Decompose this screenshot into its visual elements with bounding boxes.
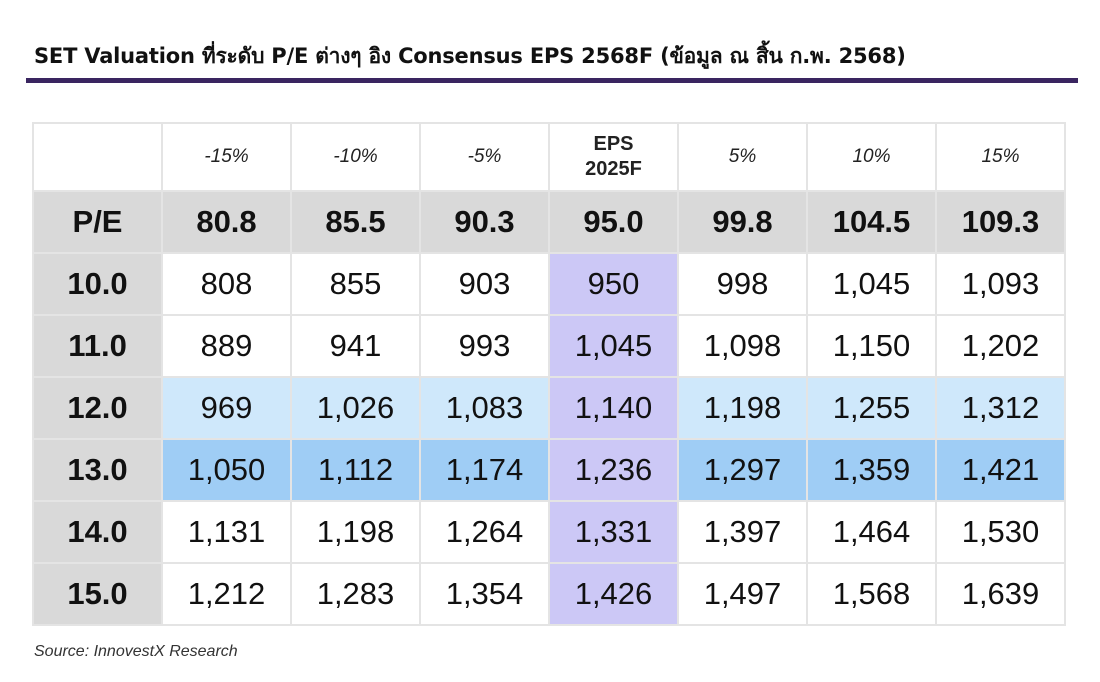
index-value-cell: 1,397 [677, 500, 808, 564]
index-value-cell: 1,639 [935, 562, 1066, 626]
eps-value-cell: 85.5 [290, 190, 421, 254]
index-value-cell: 1,354 [419, 562, 550, 626]
table-row-highlight-mid: 13.0 1,050 1,112 1,174 1,236 1,297 1,359… [32, 438, 1066, 502]
row-label: 11.0 [32, 314, 163, 378]
eps-value-cell: 80.8 [161, 190, 292, 254]
index-value-cell: 1,497 [677, 562, 808, 626]
index-value-cell: 1,131 [161, 500, 292, 564]
table-row: 14.0 1,131 1,198 1,264 1,331 1,397 1,464… [32, 500, 1066, 564]
index-value-cell: 1,236 [548, 438, 679, 502]
header-cell-minus-15: -15% [161, 122, 292, 192]
table-row: 11.0 889 941 993 1,045 1,098 1,150 1,202 [32, 314, 1066, 378]
table-header-row: -15% -10% -5% EPS 2025F 5% 10% 15% [32, 122, 1066, 192]
eps-value-cell: 104.5 [806, 190, 937, 254]
header-cell-empty [32, 122, 163, 192]
row-label: 13.0 [32, 438, 163, 502]
index-value-cell: 950 [548, 252, 679, 316]
pe-label: P/E [32, 190, 163, 254]
index-value-cell: 1,530 [935, 500, 1066, 564]
index-value-cell: 1,083 [419, 376, 550, 440]
table-row: 10.0 808 855 903 950 998 1,045 1,093 [32, 252, 1066, 316]
index-value-cell: 1,050 [161, 438, 292, 502]
header-cell-plus-15: 15% [935, 122, 1066, 192]
index-value-cell: 1,331 [548, 500, 679, 564]
header-cell-minus-5: -5% [419, 122, 550, 192]
index-value-cell: 1,112 [290, 438, 421, 502]
index-value-cell: 1,568 [806, 562, 937, 626]
index-value-cell: 1,255 [806, 376, 937, 440]
index-value-cell: 1,283 [290, 562, 421, 626]
index-value-cell: 1,174 [419, 438, 550, 502]
index-value-cell: 1,202 [935, 314, 1066, 378]
header-cell-plus-5: 5% [677, 122, 808, 192]
index-value-cell: 1,426 [548, 562, 679, 626]
table-row: 15.0 1,212 1,283 1,354 1,426 1,497 1,568… [32, 562, 1066, 626]
index-value-cell: 855 [290, 252, 421, 316]
row-label: 10.0 [32, 252, 163, 316]
eps-value-cell: 95.0 [548, 190, 679, 254]
row-label: 12.0 [32, 376, 163, 440]
eps-header-line-2: 2025F [585, 158, 642, 180]
index-value-cell: 998 [677, 252, 808, 316]
index-value-cell: 1,098 [677, 314, 808, 378]
index-value-cell: 1,312 [935, 376, 1066, 440]
index-value-cell: 1,045 [548, 314, 679, 378]
index-value-cell: 1,359 [806, 438, 937, 502]
index-value-cell: 969 [161, 376, 292, 440]
index-value-cell: 1,198 [290, 500, 421, 564]
index-value-cell: 808 [161, 252, 292, 316]
eps-header-line-1: EPS [593, 133, 634, 155]
header-cell-eps: EPS 2025F [548, 122, 679, 192]
valuation-table: -15% -10% -5% EPS 2025F 5% 10% 15% P/E 8… [32, 122, 1066, 626]
index-value-cell: 1,264 [419, 500, 550, 564]
row-label: 14.0 [32, 500, 163, 564]
row-label: 15.0 [32, 562, 163, 626]
eps-value-cell: 90.3 [419, 190, 550, 254]
index-value-cell: 1,093 [935, 252, 1066, 316]
index-value-cell: 993 [419, 314, 550, 378]
eps-value-cell: 99.8 [677, 190, 808, 254]
eps-value-cell: 109.3 [935, 190, 1066, 254]
index-value-cell: 1,212 [161, 562, 292, 626]
index-value-cell: 1,297 [677, 438, 808, 502]
index-value-cell: 903 [419, 252, 550, 316]
header-cell-plus-10: 10% [806, 122, 937, 192]
index-value-cell: 1,150 [806, 314, 937, 378]
table-row-highlight-light: 12.0 969 1,026 1,083 1,140 1,198 1,255 1… [32, 376, 1066, 440]
index-value-cell: 1,464 [806, 500, 937, 564]
index-value-cell: 1,045 [806, 252, 937, 316]
header-cell-minus-10: -10% [290, 122, 421, 192]
index-value-cell: 1,026 [290, 376, 421, 440]
index-value-cell: 1,421 [935, 438, 1066, 502]
source-note: Source: InnovestX Research [34, 643, 238, 660]
index-value-cell: 941 [290, 314, 421, 378]
page-title: SET Valuation ที่ระดับ P/E ต่างๆ อิง Con… [34, 44, 906, 68]
index-value-cell: 1,198 [677, 376, 808, 440]
eps-value-row: P/E 80.8 85.5 90.3 95.0 99.8 104.5 109.3 [32, 190, 1066, 254]
index-value-cell: 889 [161, 314, 292, 378]
index-value-cell: 1,140 [548, 376, 679, 440]
title-underline [26, 78, 1078, 83]
